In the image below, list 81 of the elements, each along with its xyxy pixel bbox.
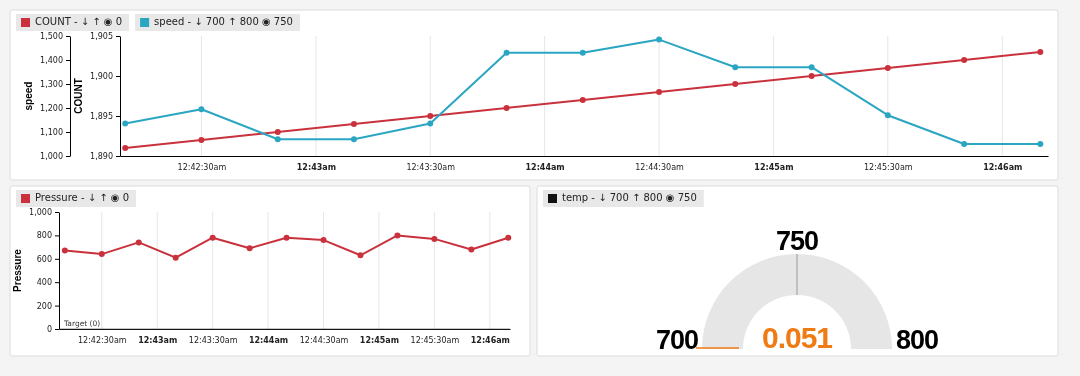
y2-tick-label: 1,300	[40, 80, 63, 90]
y-tick-label: 1,905	[90, 32, 113, 42]
x-tick-label: 12:45:30am	[863, 162, 913, 172]
point	[431, 235, 438, 242]
y-tick-label: 1,895	[90, 112, 113, 122]
point	[122, 145, 129, 151]
point	[503, 49, 510, 56]
point	[505, 234, 512, 241]
point	[884, 65, 891, 71]
x-tick-label: 12:42:30am	[77, 335, 127, 345]
y-tick-label: 600	[36, 254, 52, 264]
point	[98, 251, 105, 258]
text: 750	[775, 226, 819, 256]
point	[274, 136, 281, 143]
point	[394, 232, 401, 239]
point	[172, 254, 179, 261]
x-tick-label: 12:43:30am	[188, 335, 238, 345]
point	[122, 120, 129, 127]
legend-label: Pressure - ↓ ↑ ◉ 0	[35, 192, 130, 203]
point	[961, 57, 968, 63]
y-tick-label: 200	[36, 301, 52, 311]
y-tick-label: 1,000	[29, 208, 52, 218]
y2-tick-label: 1,500	[40, 32, 63, 42]
y-axis-title: Pressure	[12, 248, 23, 292]
y2-tick-label: 1,200	[40, 104, 63, 114]
point	[61, 247, 68, 254]
text: 800	[896, 325, 939, 355]
point	[209, 234, 216, 241]
point	[656, 89, 663, 95]
x-tick-label: 12:46am	[983, 162, 1023, 172]
y-tick-label: 1,900	[90, 72, 113, 82]
point	[198, 106, 205, 113]
x-tick-label: 12:45:30am	[410, 335, 460, 345]
point	[1037, 49, 1044, 55]
point	[808, 73, 815, 79]
point	[808, 64, 815, 71]
y-tick-label: 400	[36, 278, 52, 288]
text: 0.051	[761, 321, 833, 354]
point	[427, 120, 434, 127]
point	[579, 49, 586, 56]
point	[274, 129, 281, 135]
point	[350, 121, 357, 127]
y-tick-label: 800	[36, 231, 52, 241]
y2-axis-title: speed	[23, 81, 34, 111]
legend-label: COUNT - ↓ ↑ ◉ 0	[35, 16, 123, 27]
point	[320, 237, 327, 244]
point	[656, 36, 663, 43]
point	[503, 105, 510, 111]
x-tick-label: 12:43am	[138, 335, 178, 345]
x-tick-label: 12:45am	[359, 335, 400, 345]
x-tick-label: 12:43am	[296, 162, 336, 172]
x-tick-label: 12:46am	[470, 335, 510, 345]
point	[350, 136, 357, 143]
x-tick-label: 12:44:30am	[299, 335, 349, 345]
point	[884, 112, 891, 119]
y2-tick-label: 1,100	[40, 128, 63, 138]
point	[198, 137, 205, 143]
point	[961, 141, 968, 147]
point	[427, 113, 434, 119]
point	[283, 234, 290, 241]
point	[579, 97, 586, 103]
point	[468, 246, 475, 253]
y2-tick-label: 1,400	[40, 56, 63, 66]
x-tick-label: 12:42:30am	[177, 162, 227, 172]
legend-label: temp - ↓ 700 ↑ 800 ◉ 750	[562, 192, 697, 203]
y-axis-title: COUNT	[73, 78, 84, 114]
point	[357, 252, 364, 259]
legend-label: speed - ↓ 700 ↑ 800 ◉ 750	[154, 16, 293, 27]
point	[246, 245, 253, 252]
y-tick-label: 1,890	[90, 152, 113, 162]
point	[732, 64, 739, 71]
x-tick-label: 12:44am	[525, 162, 565, 172]
x-tick-label: 12:43:30am	[406, 162, 456, 172]
point	[1037, 141, 1044, 147]
text: 700	[655, 325, 698, 355]
point	[135, 239, 142, 246]
x-tick-label: 12:44:30am	[635, 162, 685, 172]
x-tick-label: 12:44am	[248, 335, 289, 345]
point	[732, 81, 739, 87]
x-tick-label: 12:45am	[754, 162, 794, 172]
y-tick-label: 0	[46, 325, 52, 335]
